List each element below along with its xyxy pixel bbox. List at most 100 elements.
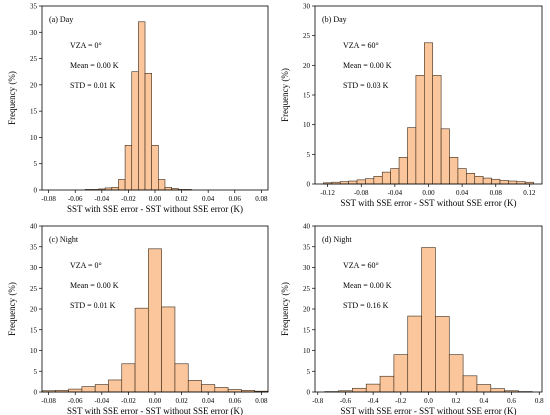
y-tick-label: 15 — [303, 326, 311, 334]
histogram-bar — [457, 168, 467, 185]
x-tick-label: -0.12 — [320, 189, 335, 197]
x-tick-label: -0.04 — [95, 195, 110, 203]
x-tick-label: -0.06 — [68, 397, 83, 405]
x-tick-label: -0.2 — [395, 397, 407, 405]
histogram-bar — [108, 379, 123, 393]
histogram-bar — [407, 127, 417, 185]
x-tick-label: -0.8 — [312, 397, 324, 405]
y-tick-label: 0 — [307, 389, 311, 397]
histogram-bar — [124, 145, 133, 191]
x-tick-label: 0.04 — [202, 397, 215, 405]
y-tick-label: 30 — [30, 29, 38, 37]
x-tick-label: 0.4 — [479, 397, 488, 405]
x-axis-title: SST with SSE error - SST without SSE err… — [67, 406, 243, 415]
y-tick-label: 15 — [303, 92, 311, 100]
stat-annotation: STD = 0.01 K — [70, 301, 116, 310]
histogram-bar — [356, 179, 366, 185]
panel-c-night: -0.08 -0.06 -0.04 -0.02 0.00 0.02 0.04 0.06 0.08… — [7, 223, 269, 415]
x-tick-label: 0.06 — [229, 195, 242, 203]
histogram-bar — [440, 128, 450, 185]
stat-annotation: VZA = 60° — [343, 41, 379, 50]
y-tick-label: 40 — [30, 223, 38, 231]
histogram-bar — [449, 157, 459, 185]
histogram-bar — [462, 375, 478, 393]
x-tick-label: 0.08 — [255, 195, 268, 203]
histogram-bar — [423, 42, 434, 185]
y-tick-label: 30 — [303, 264, 311, 272]
y-axis-title: Frequency (%) — [280, 282, 290, 336]
y-tick-label: 15 — [30, 108, 38, 116]
histogram-bar — [187, 380, 202, 393]
y-tick-label: 10 — [303, 347, 311, 355]
y-tick-label: 25 — [30, 285, 38, 293]
y-tick-label: 20 — [30, 306, 38, 314]
histogram-bar — [148, 248, 162, 393]
stat-annotation: VZA = 0° — [70, 41, 102, 50]
histogram-bar — [421, 247, 436, 393]
histogram-bar — [499, 180, 509, 185]
y-tick-label: 10 — [30, 347, 38, 355]
y-tick-label: 5 — [307, 368, 311, 376]
histogram-bar — [118, 179, 126, 191]
panel-a-day: -0.08 -0.06 -0.04 -0.02 0.00 0.02 0.04 0.06 0.08… — [7, 3, 269, 214]
x-axis-title: SST with SSE error - SST without SSE err… — [341, 198, 517, 208]
histogram-bar — [201, 384, 216, 393]
stat-annotation: Mean = 0.00 K — [343, 61, 392, 70]
y-tick-label: 40 — [303, 223, 311, 231]
histogram-bar — [134, 307, 149, 393]
y-tick-label: 35 — [30, 3, 38, 11]
x-tick-label: -0.06 — [68, 195, 83, 203]
stat-annotation: Mean = 0.00 K — [70, 281, 119, 290]
y-axis-title: Frequency (%) — [7, 71, 17, 125]
y-tick-label: 30 — [30, 264, 38, 272]
histogram-bar — [174, 363, 189, 393]
histogram-bar — [348, 180, 358, 185]
y-tick-label: 25 — [303, 32, 311, 40]
x-tick-label: 0.00 — [422, 189, 435, 197]
y-tick-label: 0 — [34, 389, 38, 397]
y-axis-title: Frequency (%) — [280, 68, 290, 122]
y-tick-label: 35 — [30, 243, 38, 251]
y-tick-label: 20 — [303, 62, 311, 70]
y-tick-label: 5 — [307, 151, 311, 159]
histogram-bar — [365, 383, 381, 393]
y-tick-label: 10 — [303, 121, 311, 129]
histogram-bar — [407, 315, 422, 393]
histogram-bar — [138, 21, 146, 191]
histogram-bar — [373, 175, 383, 185]
histogram-bar — [508, 180, 518, 185]
x-tick-label: -0.6 — [340, 397, 352, 405]
histogram-bar — [131, 71, 139, 191]
histogram-bar — [398, 157, 408, 185]
x-tick-label: 0.6 — [507, 397, 516, 405]
x-tick-label: 0.00 — [149, 397, 162, 405]
histogram-bar — [432, 75, 442, 185]
y-tick-label: 30 — [303, 3, 311, 11]
panel-label: (a) Day — [49, 15, 73, 24]
x-tick-label: -0.04 — [388, 189, 403, 197]
x-tick-label: -0.04 — [95, 397, 110, 405]
histogram-bar — [352, 387, 367, 393]
stat-annotation: VZA = 0° — [70, 261, 102, 270]
histogram-bar — [482, 177, 492, 185]
x-tick-label: -0.4 — [368, 397, 380, 405]
x-axis-title: SST with SSE error - SST without SSE err… — [67, 204, 243, 214]
y-axis-title: Frequency (%) — [7, 282, 17, 336]
panel-d-night: -0.8 -0.6 -0.4 -0.2 0.0 0.2 0.4 0.6 0.8 0 5 10 15 20 2… — [280, 223, 544, 415]
histogram-bar — [393, 354, 409, 393]
panel-label: (c) Night — [49, 235, 79, 244]
histogram-bar — [390, 168, 400, 185]
y-tick-label: 10 — [30, 134, 38, 142]
y-tick-label: 25 — [30, 55, 38, 63]
stat-annotation: STD = 0.01 K — [70, 81, 116, 90]
histogram-bar — [466, 173, 476, 185]
x-tick-label: -0.08 — [41, 397, 56, 405]
histogram-bar — [415, 75, 425, 185]
y-tick-label: 15 — [30, 326, 38, 334]
histogram-bar — [379, 375, 395, 393]
histogram-bar — [94, 384, 109, 393]
histogram-bar — [161, 306, 176, 393]
histogram-bar — [121, 363, 136, 393]
panel-label: (d) Night — [322, 235, 352, 244]
